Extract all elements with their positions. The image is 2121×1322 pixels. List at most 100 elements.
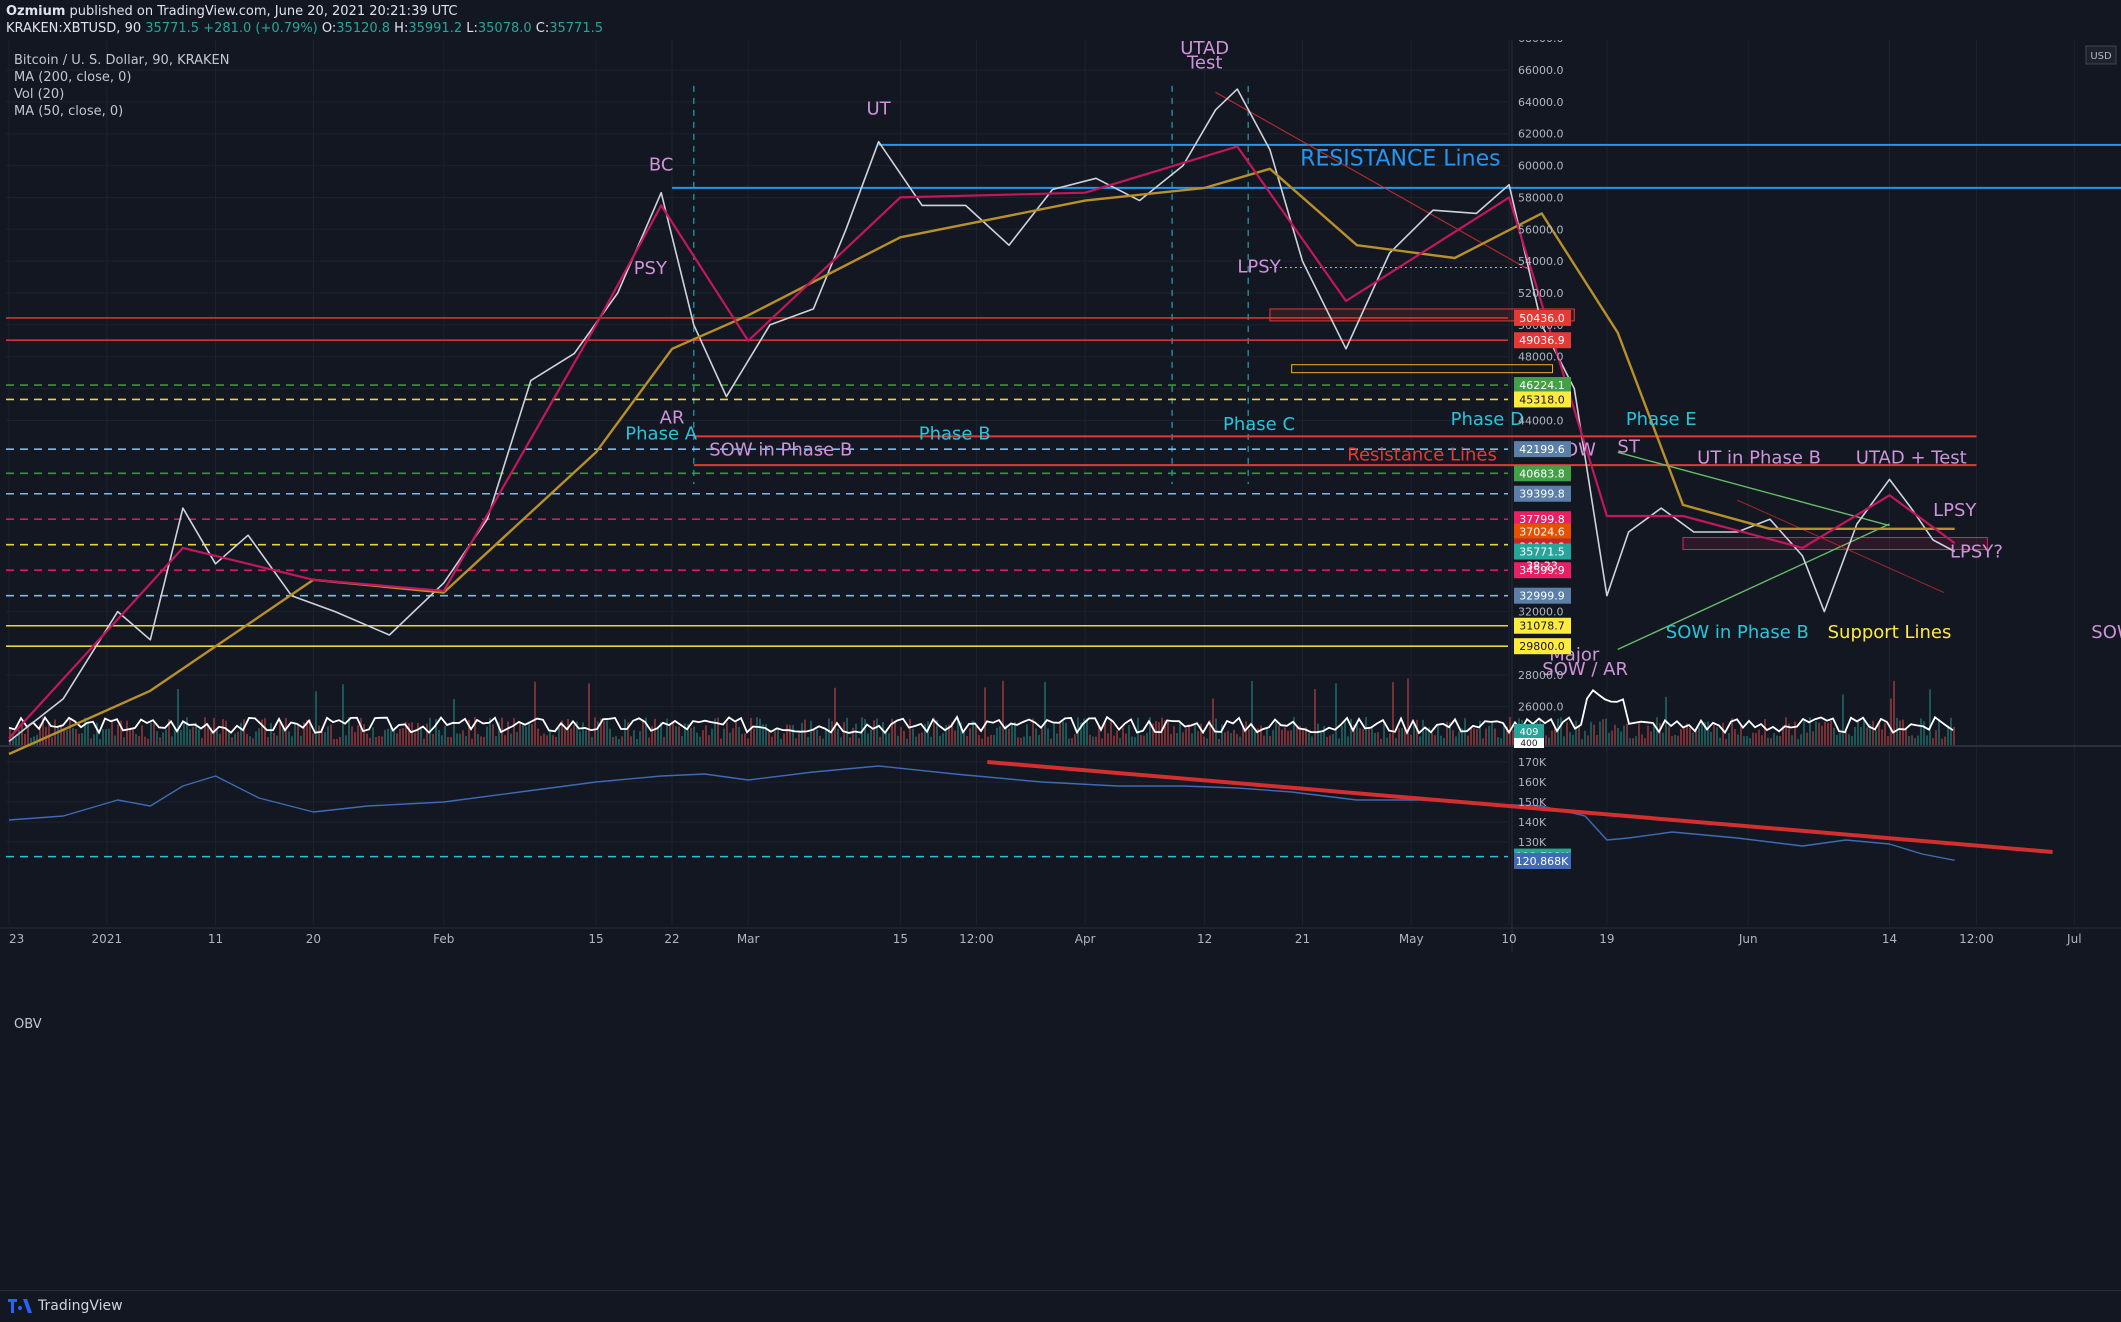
volume-bar bbox=[1332, 733, 1334, 745]
volume-bar bbox=[879, 736, 881, 745]
volume-bar bbox=[1284, 727, 1286, 745]
volume-bar bbox=[1851, 736, 1853, 745]
time-tick-label: 14 bbox=[1882, 932, 1897, 946]
volume-bar bbox=[297, 725, 299, 745]
volume-bar bbox=[816, 729, 818, 745]
legend-volume[interactable]: Vol (20) bbox=[14, 87, 65, 102]
volume-bar bbox=[987, 736, 989, 745]
volume-bar bbox=[630, 736, 632, 745]
volume-bar bbox=[1266, 727, 1268, 745]
ma200-line bbox=[8, 167, 1955, 756]
volume-bar bbox=[1053, 721, 1055, 745]
annotation-label: Resistance Lines bbox=[1347, 444, 1497, 465]
volume-bar bbox=[1752, 732, 1754, 745]
volume-bar bbox=[1446, 721, 1448, 745]
volume-bar bbox=[1395, 737, 1397, 745]
price-change: +281.0 (+0.79%) bbox=[203, 21, 318, 36]
obv-trendline bbox=[987, 760, 2053, 854]
volume-bar bbox=[1410, 734, 1412, 745]
volume-bar bbox=[870, 729, 872, 745]
volume-bar bbox=[1839, 732, 1841, 745]
symbol-name[interactable]: KRAKEN:XBTUSD, 90 bbox=[6, 21, 142, 36]
volume-bar bbox=[912, 728, 914, 745]
volume-bar bbox=[1434, 735, 1436, 745]
volume-bar bbox=[183, 721, 185, 745]
volume-bar bbox=[1353, 724, 1355, 745]
publish-line: Ozmium published on TradingView.com, Jun… bbox=[6, 3, 458, 20]
volume-bar bbox=[1830, 720, 1832, 745]
volume-bar bbox=[522, 723, 524, 745]
volume-bar bbox=[1182, 732, 1184, 745]
volume-bar bbox=[1476, 728, 1478, 745]
author-name[interactable]: Ozmium bbox=[6, 4, 66, 19]
obv-legend[interactable]: OBV bbox=[14, 1017, 42, 1032]
volume-bar bbox=[312, 733, 314, 745]
volume-bar bbox=[675, 726, 677, 745]
volume-bar bbox=[75, 729, 77, 745]
volume-bar bbox=[1659, 723, 1661, 745]
volume-bar bbox=[1788, 723, 1790, 745]
volume-bar bbox=[321, 728, 323, 745]
volume-bar bbox=[1335, 683, 1337, 745]
price-tick-label: 62000.0 bbox=[1518, 128, 1564, 141]
level-tag-bg bbox=[1514, 638, 1571, 655]
volume-bar bbox=[1431, 733, 1433, 745]
volume-bar bbox=[168, 719, 170, 745]
volume-bar bbox=[1641, 734, 1643, 745]
volume-bar bbox=[666, 718, 668, 745]
volume-bar bbox=[1428, 727, 1430, 745]
volume-bar bbox=[114, 735, 116, 745]
volume-bar bbox=[840, 737, 842, 745]
volume-bar bbox=[39, 724, 41, 745]
volume-bar bbox=[882, 722, 884, 745]
volume-bar bbox=[84, 717, 86, 745]
volume-bar bbox=[1926, 735, 1928, 745]
price-tag-bg bbox=[1514, 543, 1571, 560]
volume-bar bbox=[99, 738, 101, 745]
volume-bar bbox=[1086, 718, 1088, 745]
volume-bar bbox=[1896, 717, 1898, 745]
volume-bar bbox=[306, 719, 308, 745]
volume-bar bbox=[441, 735, 443, 745]
volume-bar bbox=[405, 721, 407, 745]
volume-bar bbox=[1149, 717, 1151, 745]
volume-bar bbox=[189, 729, 191, 745]
time-tick-label: 23 bbox=[9, 932, 24, 946]
volume-bar bbox=[1074, 734, 1076, 745]
volume-bar bbox=[366, 733, 368, 745]
obv-tick-label: 150K bbox=[1518, 796, 1547, 809]
volume-bar bbox=[1026, 724, 1028, 745]
volume-bar bbox=[1485, 728, 1487, 745]
annotation-label: UTAD bbox=[1180, 40, 1229, 59]
volume-bar bbox=[180, 729, 182, 745]
volume-bar bbox=[156, 731, 158, 745]
annotation-label: UT in Phase B bbox=[1697, 447, 1821, 468]
legend-ma50[interactable]: MA (50, close, 0) bbox=[14, 104, 124, 119]
volume-bar bbox=[1833, 727, 1835, 745]
volume-bar bbox=[876, 718, 878, 745]
tradingview-logo[interactable]: TradingView bbox=[8, 1298, 123, 1314]
volume-bar bbox=[693, 726, 695, 745]
volume-bar bbox=[783, 733, 785, 745]
volume-bar bbox=[612, 736, 614, 745]
volume-bar bbox=[549, 731, 551, 745]
volume-bar bbox=[1614, 724, 1616, 745]
volume-bar bbox=[1488, 725, 1490, 745]
volume-bar bbox=[42, 717, 44, 745]
volume-bar bbox=[1344, 721, 1346, 745]
volume-bar bbox=[1827, 723, 1829, 745]
volume-bar bbox=[822, 738, 824, 745]
legend-symbol[interactable]: Bitcoin / U. S. Dollar, 90, KRAKEN bbox=[14, 53, 230, 68]
volume-bar bbox=[894, 722, 896, 745]
volume-bar bbox=[645, 717, 647, 745]
volume-bar bbox=[1548, 737, 1550, 745]
legend-ma200[interactable]: MA (200, close, 0) bbox=[14, 70, 132, 85]
volume-bar bbox=[1383, 721, 1385, 745]
level-tag: 50436.0 bbox=[1519, 312, 1565, 325]
volume-bar bbox=[489, 718, 491, 745]
volume-bar bbox=[1317, 723, 1319, 745]
volume-bar bbox=[333, 738, 335, 745]
volume-bar bbox=[1227, 730, 1229, 745]
volume-bar bbox=[1422, 719, 1424, 745]
